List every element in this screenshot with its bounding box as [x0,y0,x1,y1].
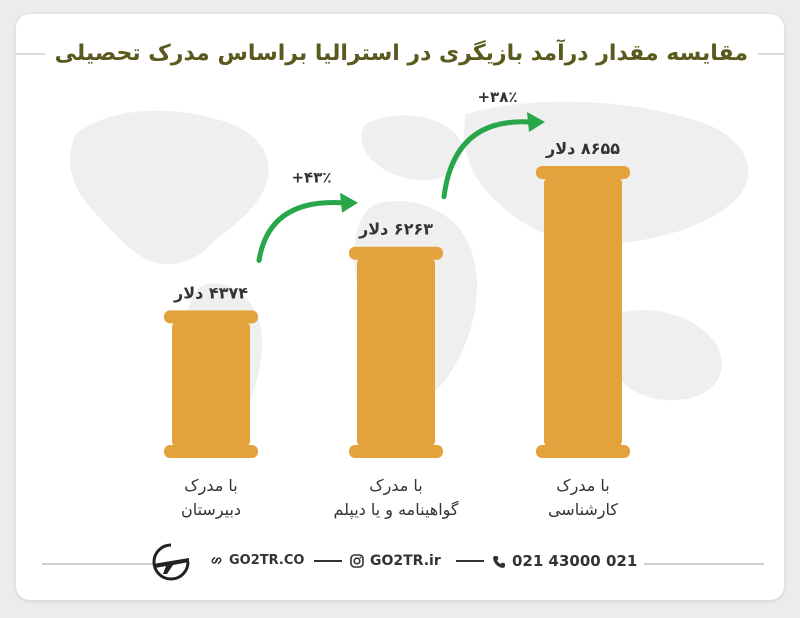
category-label: گواهینامه و یا دیپلم [333,500,458,520]
bar-cap-bottom [536,445,630,458]
growth-arrow-head [527,112,545,132]
bar-cap-bottom [349,445,443,458]
value-labels-group: ۴۳۷۴ دلار ۶۲۶۳ دلار ۸۶۵۵ دلار [173,139,620,302]
category-label: کارشناسی [548,500,618,520]
phone-link[interactable]: 021 43000 021 [488,548,642,574]
footer-divider-right [644,563,764,565]
bar-cap-top [164,310,258,324]
bar [544,177,622,447]
bar-cap-top [536,166,630,179]
footer-divider-left [42,563,154,565]
instagram-text: GO2TR.ir [370,553,441,569]
bar-cap-top [349,246,443,260]
logo-plane-icon [152,543,190,581]
value-label: ۶۲۶۳ دلار [358,220,433,239]
title-bar: مقایسه مقدار درآمد بازیگری در استرالیا ب… [16,36,784,72]
bar [172,321,250,447]
footer-separator [314,560,342,562]
footer-separator [456,560,484,562]
value-label: ۴۳۷۴ دلار [173,283,248,302]
growth-arrows-group: +۴۳٪ +۳۸٪ [256,88,545,263]
category-labels-group: با مدرک دبیرستان با مدرک گواهینامه و یا دیپ… [181,476,618,520]
bars-group [164,166,630,458]
phone-icon [493,555,505,568]
growth-arrow [256,199,345,263]
bar-cap-bottom [164,445,258,458]
chart: ۴۳۷۴ دلار ۶۲۶۳ دلار ۸۶۵۵ دلار +۴۳٪ +۳۸٪ با … [69,88,749,520]
growth-label: +۳۸٪ [477,88,517,106]
value-label: ۸۶۵۵ دلار [545,139,620,158]
growth-arrow-head [340,192,358,213]
bar [357,257,435,447]
website-text: GO2TR.CO [229,553,305,568]
instagram-icon [350,554,364,568]
instagram-link[interactable]: GO2TR.ir [346,548,445,574]
category-label: با مدرک [556,476,609,496]
phone-text: 021 43000 021 [512,552,638,570]
chart-title: مقایسه مقدار درآمد بازیگری در استرالیا ب… [44,36,758,72]
category-label: با مدرک [184,476,237,496]
link-icon [211,556,222,565]
growth-label: +۴۳٪ [291,169,331,187]
category-label: با مدرک [369,476,422,496]
infographic-card: مقایسه مقدار درآمد بازیگری در استرالیا ب… [16,14,784,600]
category-label: دبیرستان [181,500,241,520]
website-link[interactable]: GO2TR.CO [206,548,309,574]
growth-arrow [441,119,532,200]
